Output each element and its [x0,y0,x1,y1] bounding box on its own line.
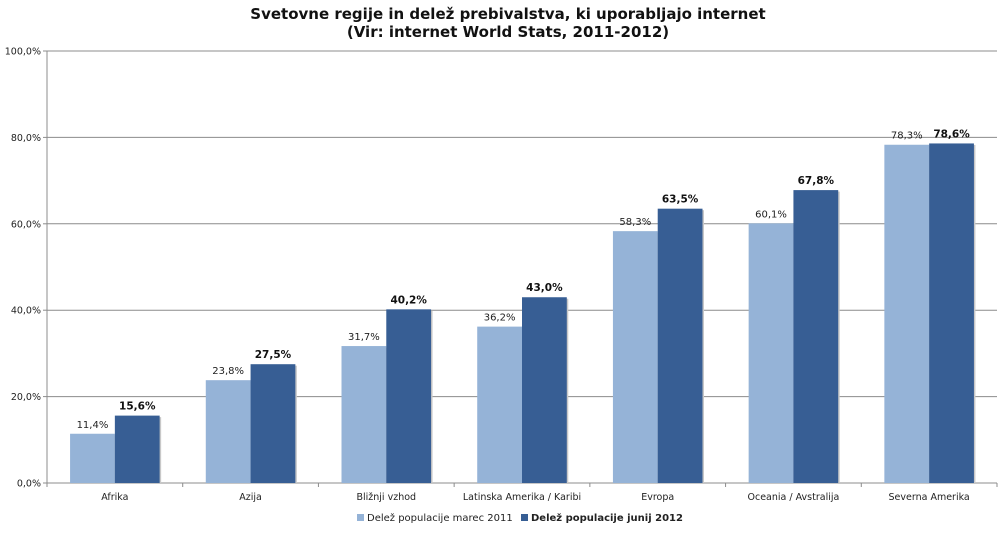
bar-marec-2011 [341,346,387,483]
bar-marec-2011 [205,380,251,483]
legend-swatch-marec-2011 [357,514,364,521]
bar-junij-2012 [522,297,567,483]
legend-label-junij-2012: Delež populacije junij 2012 [531,512,683,524]
y-tick-label: 100,0% [5,47,41,58]
bar-junij-2012 [793,190,839,483]
x-category-label: Latinska Amerika / Karibi [463,492,581,503]
data-label: 78,3% [891,131,923,142]
data-label: 58,3% [619,217,651,228]
y-tick-label: 20,0% [11,392,41,403]
data-label: 11,4% [77,420,109,431]
x-category-label: Afrika [101,492,128,503]
legend-swatch-junij-2012 [521,514,528,521]
data-label: 63,5% [662,194,699,206]
data-label: 31,7% [348,332,380,343]
data-label: 23,8% [212,366,244,377]
axes: 0,0% 20,0% 40,0% 60,0% 80,0% 100,0% Afrika Azij… [5,47,998,503]
data-label: 67,8% [798,175,835,187]
x-category-label: Azija [239,492,262,503]
bar-junij-2012 [929,143,974,483]
bar-junij-2012 [114,415,160,483]
data-label: 43,0% [526,282,563,294]
bar-junij-2012 [250,364,296,483]
x-category-label: Evropa [641,492,674,503]
data-label: 15,6% [119,401,156,413]
y-tick-label: 80,0% [11,133,41,144]
data-label: 40,2% [390,294,427,306]
data-labels: 11,4% 15,6% 23,8% 27,5% 31,7% 40,2% 36,2% 43,0%… [77,128,971,430]
data-label: 36,2% [484,313,516,324]
legend-label-marec-2011: Delež populacije marec 2011 [367,512,513,524]
y-tick-label: 0,0% [17,479,41,490]
bar-marec-2011 [884,144,930,483]
data-label: 60,1% [755,209,787,220]
legend: Delež populacije marec 2011 Delež populac… [357,512,683,524]
bar-marec-2011 [748,223,794,484]
bar-marec-2011 [477,326,522,483]
bar-junij-2012 [657,208,703,483]
x-category-label: Oceania / Avstralija [748,492,840,503]
bars [70,143,976,484]
chart-title-line-2: (Vir: internet World Stats, 2011-2012) [347,23,669,41]
data-label: 27,5% [255,349,292,361]
x-category-label: Bližnji vzhod [356,492,416,503]
y-tick-label: 40,0% [11,306,41,317]
bar-marec-2011 [612,231,658,483]
x-category-label: Severna Amerika [889,492,970,503]
y-tick-label: 60,0% [11,219,41,230]
data-label: 78,6% [933,128,970,140]
bar-junij-2012 [386,309,432,483]
bar-marec-2011 [70,433,115,483]
chart-title-line-1: Svetovne regije in delež prebivalstva, k… [250,5,765,23]
